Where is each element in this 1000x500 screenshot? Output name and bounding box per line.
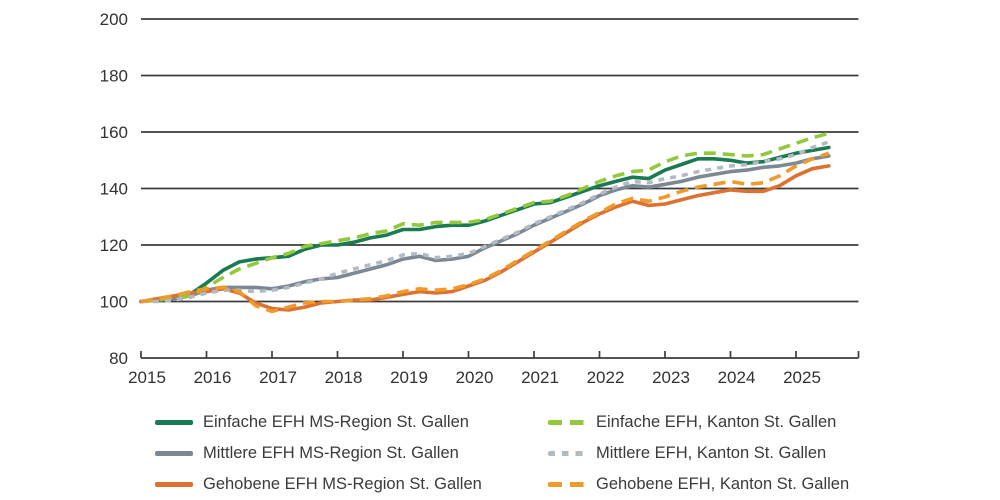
legend-label-gehobene-efh-kanton: Gehobene EFH, Kanton St. Gallen (596, 475, 850, 493)
series-line-3 (140, 131, 830, 304)
y-tick-label-120: 120 (100, 236, 128, 255)
legend-item-gehobene-efh-kanton: Gehobene EFH, Kanton St. Gallen (548, 469, 849, 500)
series-line-2 (139, 164, 831, 312)
y-tick-label-80: 80 (109, 349, 128, 368)
price-index-line-chart: 80 100 120 140 160 180 200 2015 2016 2017 2018 2019… (100, 10, 860, 387)
legend-label-einfache-efh-kanton: Einfache EFH, Kanton St. Gallen (596, 413, 837, 431)
x-tick-label-2020: 2020 (456, 368, 494, 387)
x-tick-label-2019: 2019 (390, 368, 428, 387)
legend-label-mittlere-efh-kanton: Mittlere EFH, Kanton St. Gallen (596, 444, 827, 462)
legend-item-mittlere-efh-ms-region: Mittlere EFH MS-Region St. Gallen (155, 438, 482, 469)
legend-item-einfache-efh-kanton: Einfache EFH, Kanton St. Gallen (548, 407, 849, 438)
legend-item-einfache-efh-ms-region: Einfache EFH MS-Region St. Gallen (155, 407, 482, 438)
legend-swatch-solid-darkgreen (155, 420, 193, 425)
legend-label-gehobene-efh-ms-region: Gehobene EFH MS-Region St. Gallen (203, 475, 482, 493)
x-tick-label-2016: 2016 (194, 368, 232, 387)
legend-item-mittlere-efh-kanton: Mittlere EFH, Kanton St. Gallen (548, 438, 849, 469)
chart-legend-column-ms-region: Einfache EFH MS-Region St. Gallen Mittle… (155, 407, 482, 500)
x-tick-label-2018: 2018 (325, 368, 363, 387)
x-tick-label-2023: 2023 (652, 368, 690, 387)
legend-swatch-solid-orange (155, 482, 193, 487)
legend-label-mittlere-efh-ms-region: Mittlere EFH MS-Region St. Gallen (203, 444, 459, 462)
chart-legend-column-kanton: Einfache EFH, Kanton St. Gallen Mittlere… (548, 407, 849, 500)
legend-swatch-dashed-lightgreen (548, 420, 586, 425)
x-tick-label-2024: 2024 (718, 368, 756, 387)
x-tick-label-2021: 2021 (521, 368, 559, 387)
legend-item-gehobene-efh-ms-region: Gehobene EFH MS-Region St. Gallen (155, 469, 482, 500)
x-tick-label-2017: 2017 (259, 368, 297, 387)
y-tick-label-160: 160 (100, 123, 128, 142)
legend-swatch-dashed-lightgray (548, 451, 586, 456)
y-tick-label-140: 140 (100, 180, 128, 199)
series-line-4 (141, 140, 830, 304)
x-tick-label-2022: 2022 (587, 368, 625, 387)
y-tick-label-200: 200 (100, 10, 128, 29)
x-tick-label-2015: 2015 (128, 368, 166, 387)
y-tick-label-180: 180 (100, 67, 128, 86)
legend-swatch-dashed-lightorange (548, 482, 586, 487)
y-tick-label-100: 100 (100, 293, 128, 312)
x-tick-label-2025: 2025 (783, 368, 821, 387)
series-line-0 (139, 145, 831, 304)
legend-swatch-solid-gray (155, 451, 193, 456)
legend-label-einfache-efh-ms-region: Einfache EFH MS-Region St. Gallen (203, 413, 469, 431)
series-line-5 (140, 151, 830, 314)
